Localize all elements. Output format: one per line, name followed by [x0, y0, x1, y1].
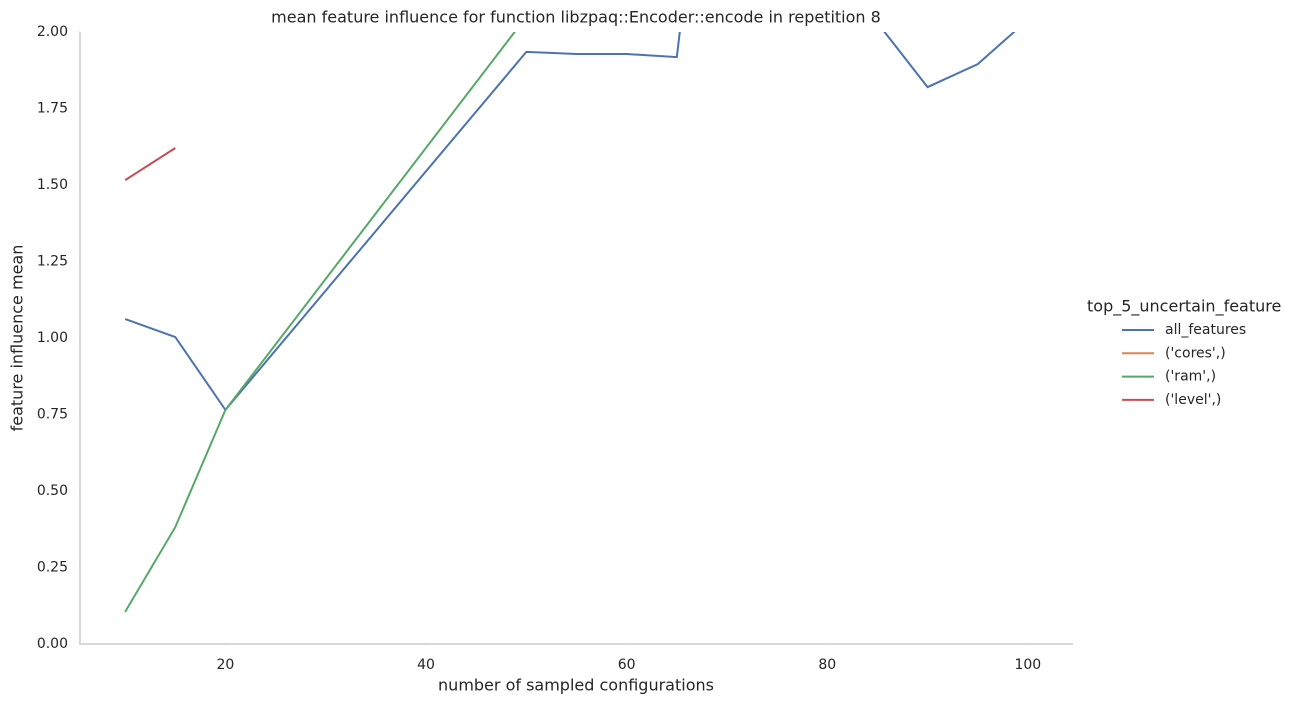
- y-tick-label: 0.25: [37, 560, 68, 576]
- chart-title: mean feature influence for function libz…: [271, 8, 881, 27]
- y-tick-label: 0.75: [37, 407, 68, 423]
- y-tick-label: 2.00: [37, 24, 68, 40]
- y-tick-label: 1.50: [37, 177, 68, 193]
- legend-label: ('level',): [1165, 392, 1221, 408]
- y-tick-label: 0.50: [37, 483, 68, 499]
- y-tick-label: 1.75: [37, 101, 68, 117]
- y-tick-label: 0.00: [37, 636, 68, 652]
- x-tick-label: 20: [217, 657, 235, 673]
- plot-area: [124, 32, 1016, 613]
- legend-title: top_5_uncertain_feature: [1087, 297, 1281, 317]
- line-series: [124, 32, 516, 613]
- line-series: [124, 32, 1016, 412]
- x-axis-label: number of sampled configurations: [438, 676, 714, 695]
- x-tick-label: 40: [417, 657, 435, 673]
- line-series: [124, 147, 176, 181]
- legend-label: all_features: [1165, 322, 1246, 338]
- x-tick-label: 60: [618, 657, 636, 673]
- y-tick-label: 1.00: [37, 330, 68, 346]
- legend-label: ('ram',): [1165, 369, 1216, 385]
- x-tick-label: 80: [818, 657, 836, 673]
- x-tick-label: 100: [1014, 657, 1041, 673]
- legend-label: ('cores',): [1165, 345, 1226, 361]
- y-axis-label: feature influence mean: [8, 245, 27, 432]
- y-tick-label: 1.25: [37, 254, 68, 270]
